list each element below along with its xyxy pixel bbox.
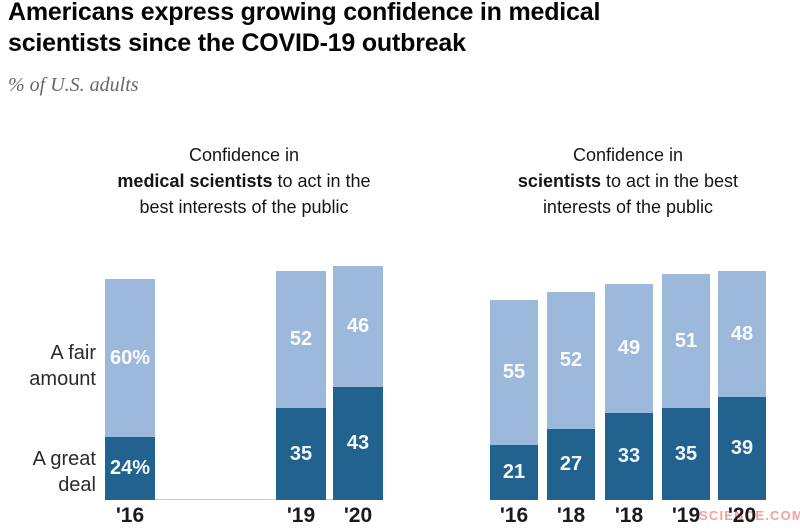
series-label-a-great-deal: A great deal	[32, 448, 96, 496]
left-chart-heading-line2: to act in the	[272, 171, 371, 191]
bar-segment-fair-amount: 60%	[105, 279, 155, 437]
left-chart-heading-line1: Confidence in	[188, 145, 300, 165]
x-axis-label: '16	[499, 504, 529, 527]
bar-value-label: 33	[617, 445, 641, 467]
bar-value-label: 27	[559, 453, 583, 475]
right-chart-heading-line2: to act in the best	[600, 171, 739, 191]
x-axis-line	[105, 499, 383, 500]
bar-segment-fair-amount: 48	[718, 271, 766, 397]
bar-segment-great-deal: 35	[662, 408, 710, 500]
bar-segment-great-deal: 21	[490, 445, 538, 500]
bar-segment-great-deal: 43	[333, 387, 383, 500]
bar-segment-great-deal: 39	[718, 397, 766, 500]
bar-value-label: 55	[502, 361, 526, 383]
bar-value-label: 39	[730, 437, 754, 459]
page-title-line2: scientists since the COVID-19 outbreak	[8, 29, 466, 57]
x-axis-label: '20	[727, 504, 757, 527]
bar-value-label: 21	[502, 461, 526, 483]
right-chart-heading-bold: scientists	[517, 171, 601, 191]
bar-segment-great-deal: 35	[276, 408, 326, 500]
x-axis-label: '18	[614, 504, 644, 527]
bar-segment-fair-amount: 52	[547, 292, 595, 429]
x-axis-label: '19	[286, 504, 316, 527]
bar-value-label: 48	[730, 322, 754, 345]
page-subtitle: % of U.S. adults	[8, 74, 139, 96]
x-axis-label: '16	[115, 504, 145, 527]
page-title-line1: Americans express growing confidence in …	[8, 0, 601, 26]
bar-value-label: 43	[346, 432, 370, 454]
left-chart-heading-bold: medical scientists	[117, 171, 273, 191]
bar-value-label: 52	[289, 328, 313, 350]
bar-value-label: 49	[617, 337, 641, 359]
bar-value-label: 52	[559, 349, 583, 371]
x-axis-label: '19	[671, 504, 701, 527]
watermark: SCIENCE.COM	[699, 508, 800, 523]
bar-segment-fair-amount: 46	[333, 266, 383, 387]
bar-value-label: 24%	[109, 457, 151, 479]
bar-segment-fair-amount: 55	[490, 300, 538, 445]
bar-segment-great-deal: 24%	[105, 437, 155, 500]
bar-value-label: 35	[289, 442, 313, 465]
x-axis-label: '20	[343, 504, 373, 527]
right-chart-heading: Confidence in scientists to act in the b…	[478, 142, 778, 220]
x-axis-label: '18	[556, 504, 586, 527]
bar-segment-great-deal: 27	[547, 429, 595, 500]
bar-value-label: 51	[674, 329, 698, 352]
bar-value-label: 35	[674, 442, 698, 465]
bar-value-label: 46	[346, 315, 370, 337]
left-chart-heading-line3: best interests of the public	[139, 197, 349, 217]
bar-segment-fair-amount: 49	[605, 284, 653, 413]
bar-value-label: 60%	[109, 346, 151, 369]
bar-segment-great-deal: 33	[605, 413, 653, 500]
right-chart-heading-line3: interests of the public	[542, 197, 714, 217]
page-title: Americans express growing confidence in …	[8, 0, 600, 59]
bar-segment-fair-amount: 52	[276, 271, 326, 408]
left-chart-heading: Confidence in medical scientists to act …	[94, 142, 394, 220]
right-chart-heading-line1: Confidence in	[572, 145, 684, 165]
series-label-a-fair-amount: A fair amount	[29, 342, 96, 390]
bar-segment-fair-amount: 51	[662, 274, 710, 408]
